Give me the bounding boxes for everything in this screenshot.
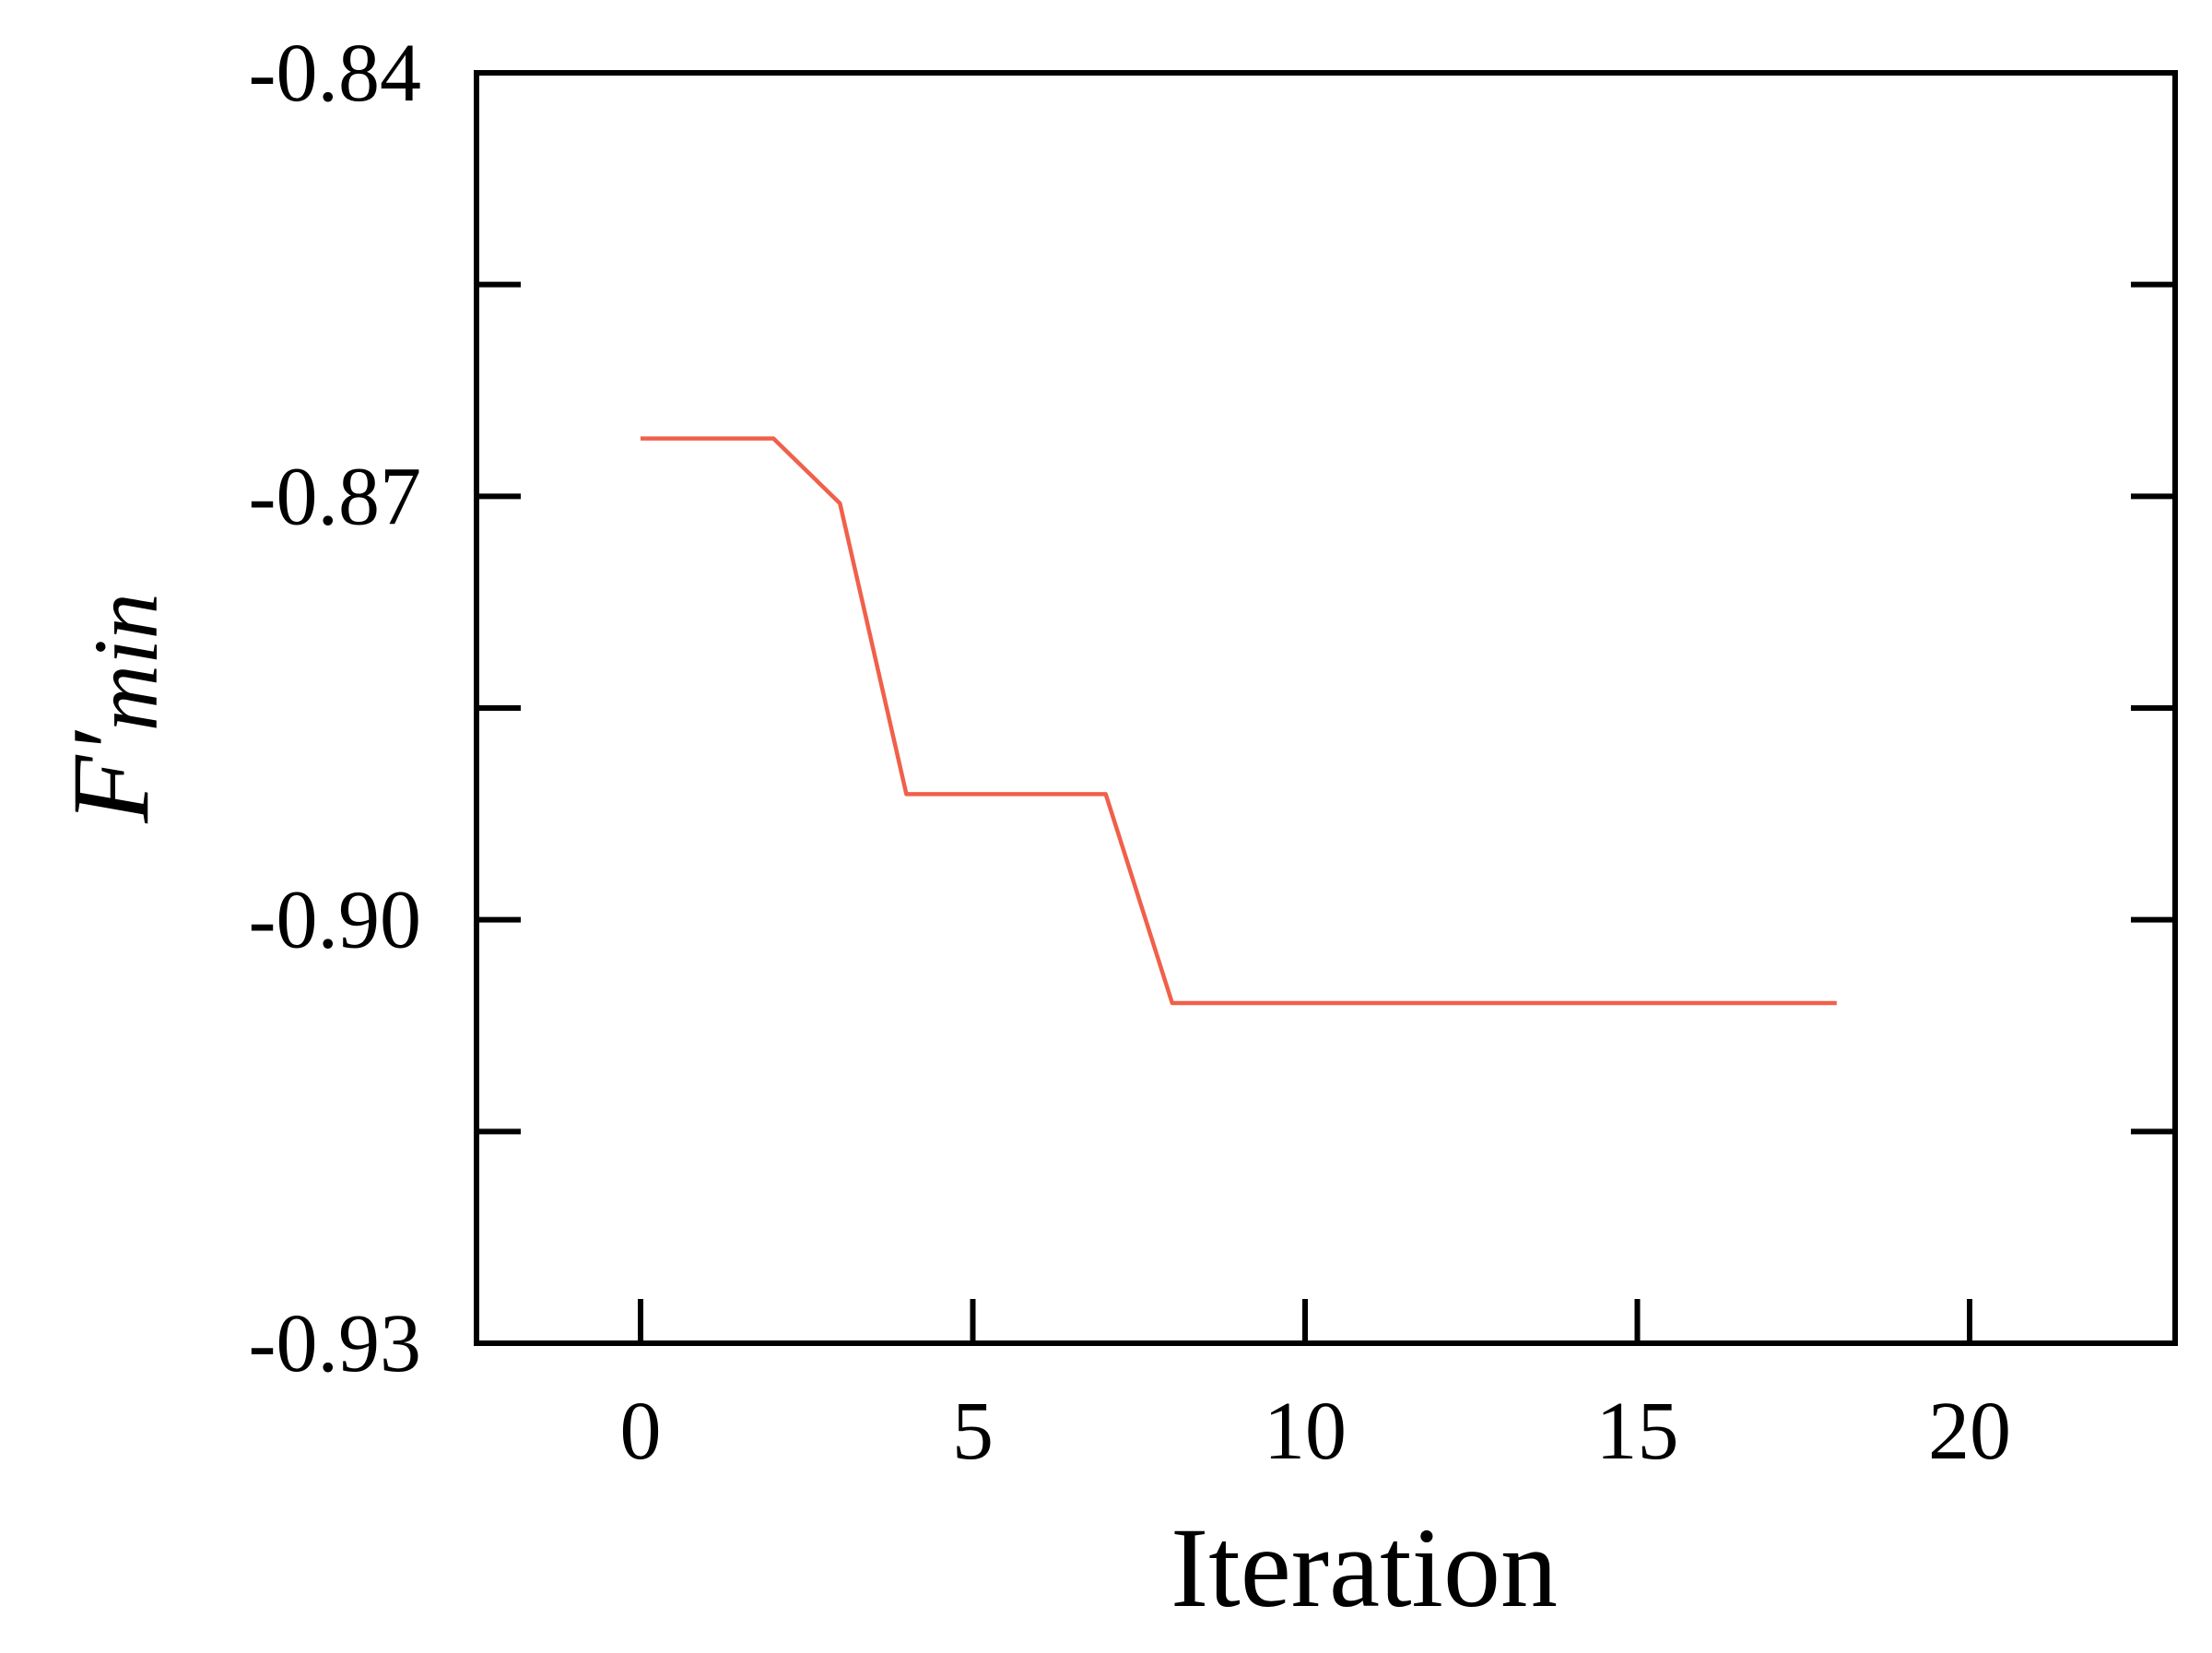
y-axis-title-sub: min <box>75 593 177 731</box>
y-tick-label: -0.84 <box>249 28 421 119</box>
y-tick-label: -0.90 <box>249 875 421 966</box>
series-layer <box>641 436 1837 1006</box>
y-axis-title: F′min <box>49 593 177 824</box>
ticks-layer <box>477 70 2175 1346</box>
y-tick-label: -0.87 <box>249 451 421 542</box>
x-tick-label: 0 <box>620 1386 662 1477</box>
x-tick-label: 15 <box>1596 1386 1679 1477</box>
y-axis-title-main: F′ <box>49 729 171 823</box>
y-tick-label: -0.93 <box>249 1298 421 1389</box>
series-line <box>641 436 1837 1006</box>
tick-labels-layer: 0 5 10 15 20 -0.84 -0.87 -0.90 -0.93 <box>249 28 2011 1477</box>
x-axis-title: Iteration <box>1171 1505 1558 1631</box>
x-tick-label: 5 <box>952 1386 994 1477</box>
plot-frame <box>474 70 2178 1346</box>
x-tick-label: 20 <box>1928 1386 2011 1477</box>
x-tick-label: 10 <box>1264 1386 1347 1477</box>
